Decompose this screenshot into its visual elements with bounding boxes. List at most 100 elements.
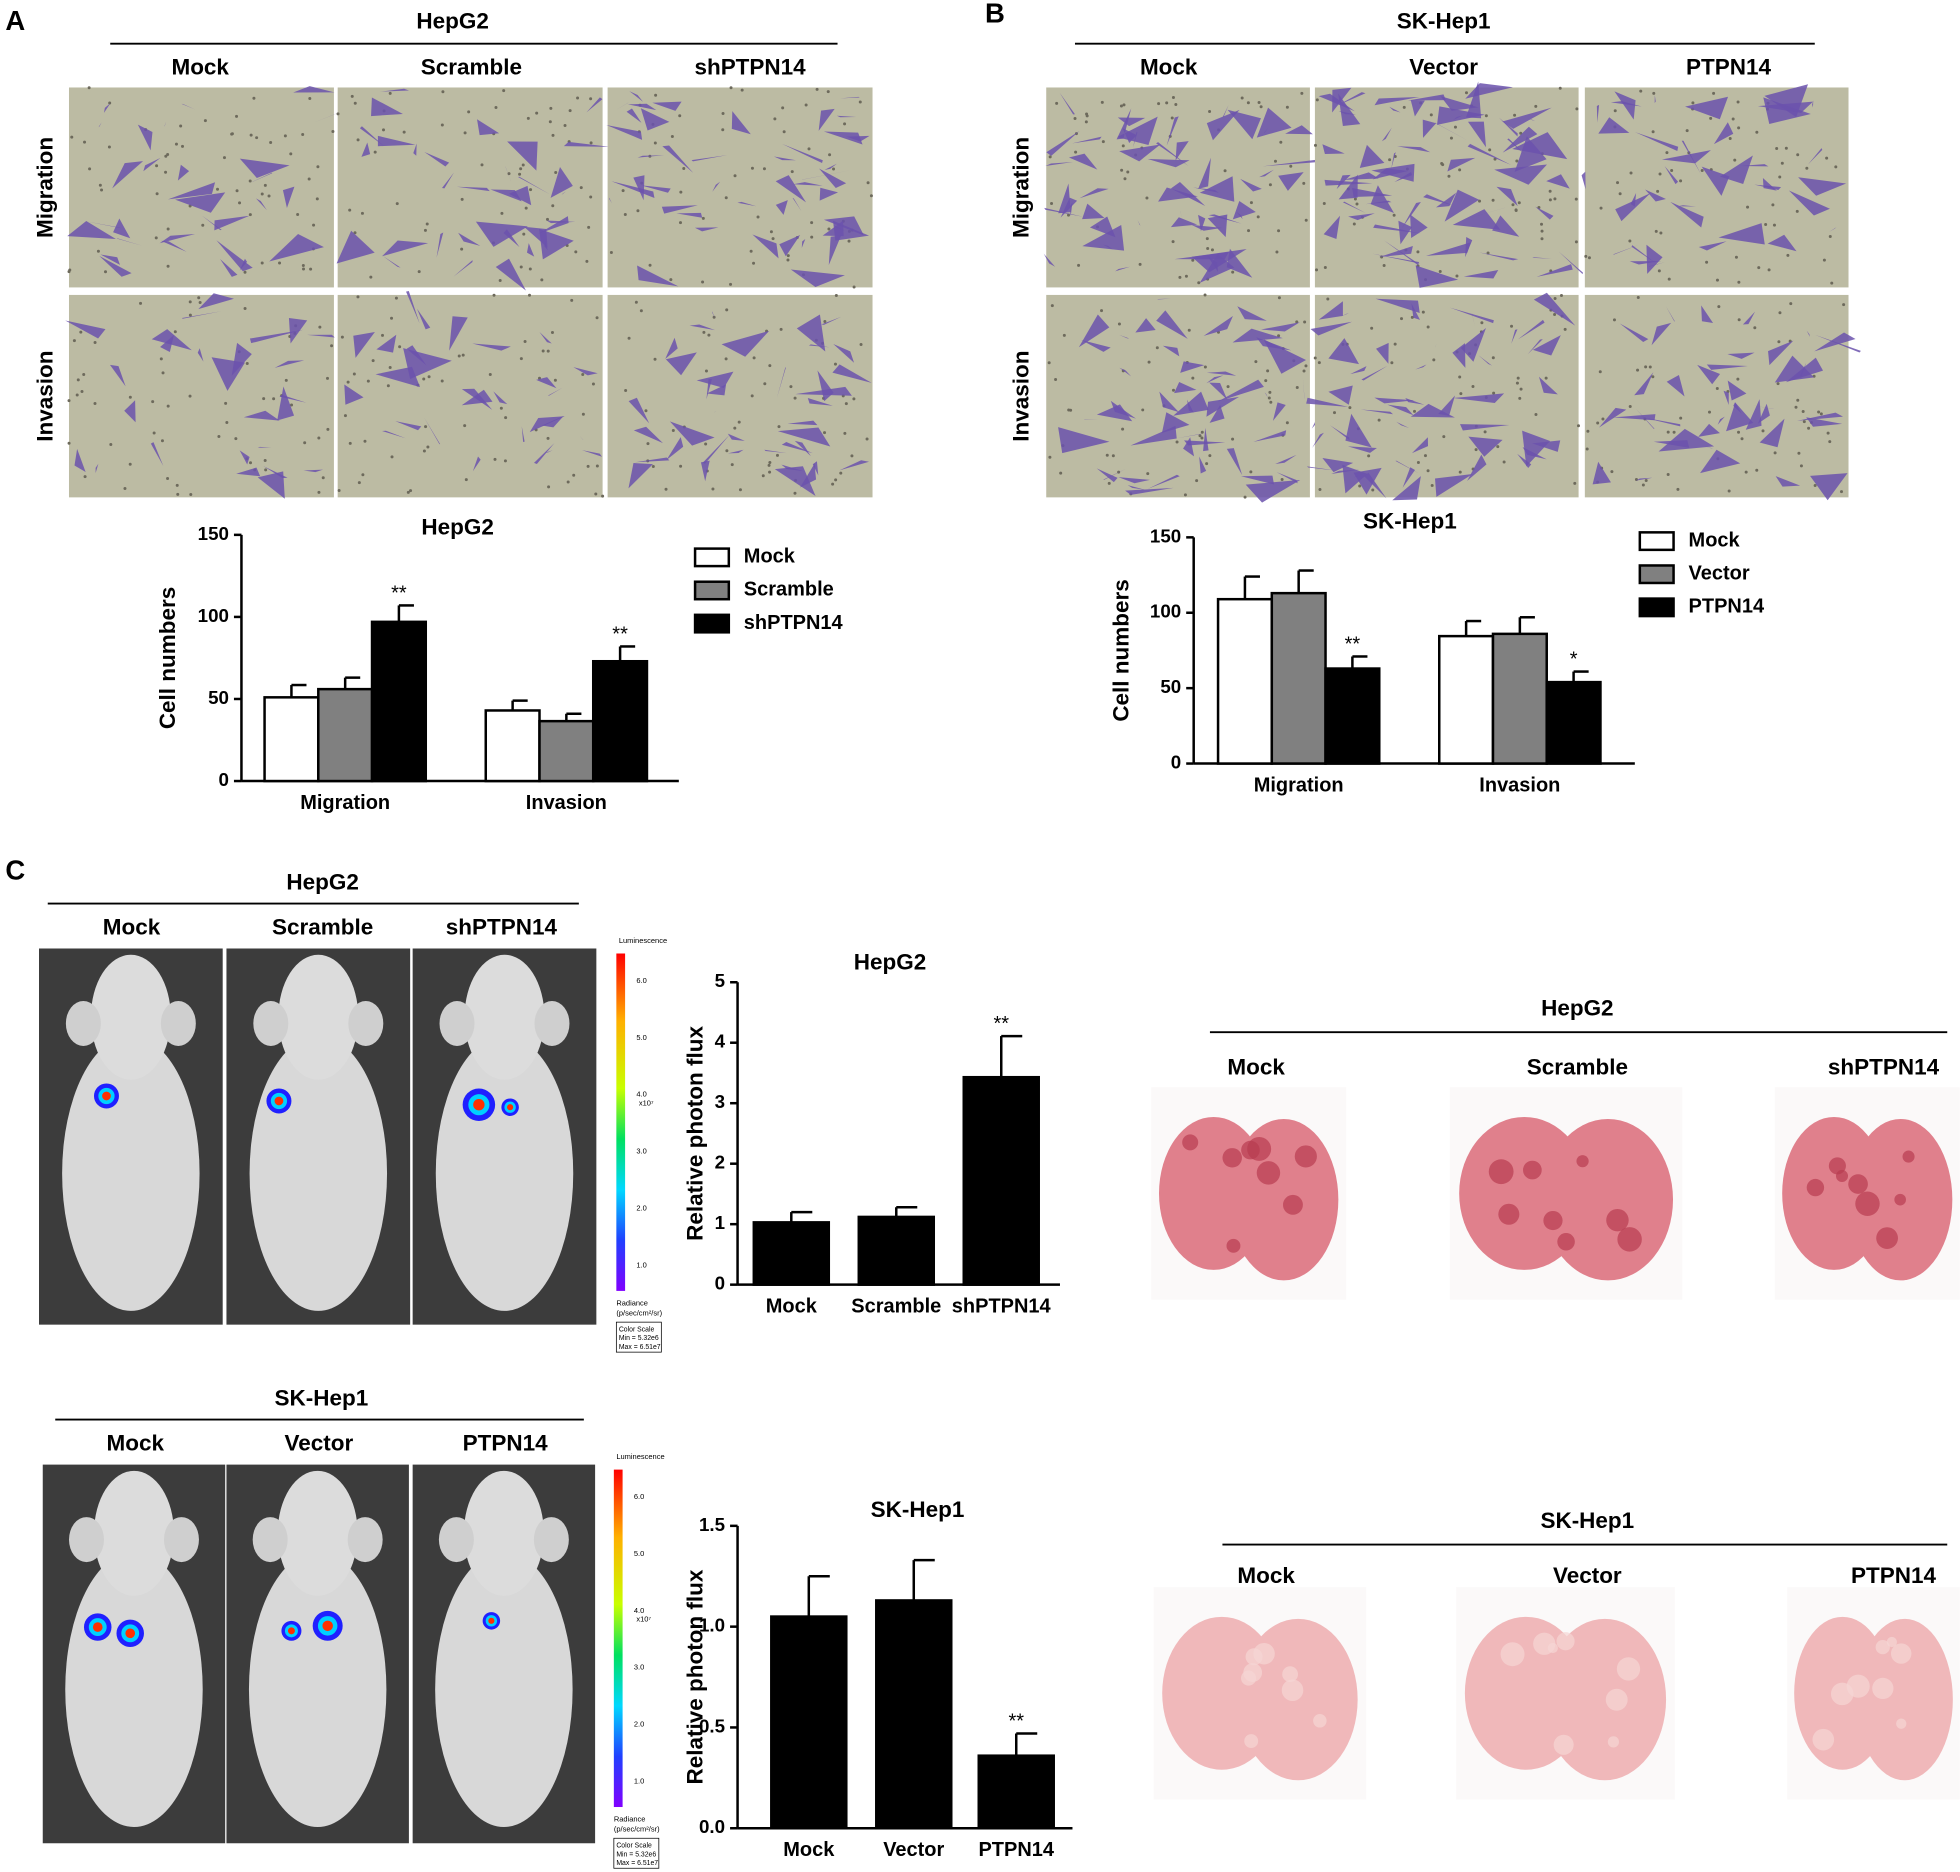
cell <box>1535 206 1554 220</box>
cell <box>1613 245 1638 255</box>
colorbar-tick: 5.0 <box>634 1549 644 1558</box>
cell <box>1191 224 1222 231</box>
pore <box>422 449 426 453</box>
pore <box>670 135 674 139</box>
pore <box>1717 305 1721 309</box>
pore <box>1198 434 1202 438</box>
cell <box>731 111 751 135</box>
pore <box>139 301 143 305</box>
cell <box>1449 307 1494 324</box>
cell <box>676 212 703 218</box>
cell <box>1166 116 1179 146</box>
pore <box>1352 222 1356 226</box>
cell <box>1180 361 1205 373</box>
pore <box>1515 381 1519 385</box>
pore <box>160 439 164 443</box>
cell <box>1646 244 1663 274</box>
pore <box>1267 396 1271 400</box>
cell <box>1256 107 1292 138</box>
pore <box>529 188 533 192</box>
pore <box>1268 390 1272 394</box>
pore <box>1430 483 1434 487</box>
signal <box>473 1099 485 1111</box>
colorbar-tick: 1.0 <box>636 1260 646 1269</box>
cell <box>151 329 192 351</box>
pore <box>1203 293 1207 297</box>
pore <box>1100 309 1104 313</box>
pore <box>733 426 737 430</box>
cell <box>538 216 569 234</box>
cell <box>1115 266 1130 272</box>
pore <box>843 122 847 126</box>
colorbar-tick: 5.0 <box>636 1033 646 1042</box>
cell <box>1685 96 1729 120</box>
x-tick-label: Mock <box>766 1295 818 1317</box>
y-tick-label: 1.5 <box>699 1514 725 1535</box>
cell <box>214 215 250 231</box>
pore <box>1416 460 1420 464</box>
cell <box>274 360 305 368</box>
pore <box>263 458 267 462</box>
panel-header: SK-Hep1 <box>1397 8 1491 33</box>
pore <box>1295 385 1299 389</box>
cell <box>1460 328 1486 362</box>
pore <box>574 250 578 254</box>
cell <box>1536 264 1573 277</box>
pore <box>463 131 467 135</box>
cell <box>1598 407 1627 428</box>
cell <box>1373 224 1421 234</box>
colorbar-tick: 2.0 <box>634 1720 644 1729</box>
legend-swatch <box>693 547 731 568</box>
cell <box>1058 427 1110 454</box>
pore <box>1059 471 1063 475</box>
cell <box>1452 343 1466 368</box>
pore <box>1388 158 1392 162</box>
pore <box>1458 168 1462 172</box>
pore <box>669 278 673 282</box>
scale-title: Color Scale <box>619 1326 655 1333</box>
column-label: shPTPN14 <box>1828 1054 1940 1079</box>
pore <box>1126 170 1130 174</box>
pore <box>381 128 385 132</box>
pore <box>1656 189 1660 193</box>
y-axis-label: Relative photon flux <box>682 1026 707 1241</box>
pore <box>1117 470 1121 474</box>
signal <box>92 1622 103 1632</box>
pore <box>284 378 288 382</box>
pore <box>581 372 585 376</box>
pore <box>1789 302 1793 306</box>
pore <box>76 378 80 382</box>
pore <box>427 375 431 379</box>
cell <box>1183 437 1195 457</box>
pore <box>639 309 643 313</box>
nodule <box>1606 1208 1629 1232</box>
pore <box>793 491 797 495</box>
pore <box>164 154 168 158</box>
cell <box>1533 292 1576 326</box>
legend-swatch <box>1638 564 1675 585</box>
cell <box>1718 223 1765 245</box>
cell <box>382 256 401 268</box>
cell <box>1116 108 1132 140</box>
pore <box>1784 146 1788 150</box>
cell <box>1494 164 1547 185</box>
pore <box>1155 346 1159 350</box>
pore <box>1210 248 1214 252</box>
pore <box>1492 391 1496 395</box>
pore <box>248 213 252 217</box>
cell <box>1514 136 1547 172</box>
pore <box>535 111 539 115</box>
pore <box>807 147 811 151</box>
pore <box>1636 368 1640 372</box>
pore <box>831 482 835 486</box>
pore <box>1802 420 1806 424</box>
x-tick-label: Scramble <box>851 1295 941 1317</box>
cell <box>1713 122 1734 145</box>
pore <box>550 331 554 335</box>
nodule <box>1488 1159 1514 1185</box>
cell <box>1581 171 1586 190</box>
pore <box>230 132 234 136</box>
cell <box>1670 201 1704 228</box>
cell <box>1340 313 1349 317</box>
nodule <box>1222 1148 1242 1168</box>
